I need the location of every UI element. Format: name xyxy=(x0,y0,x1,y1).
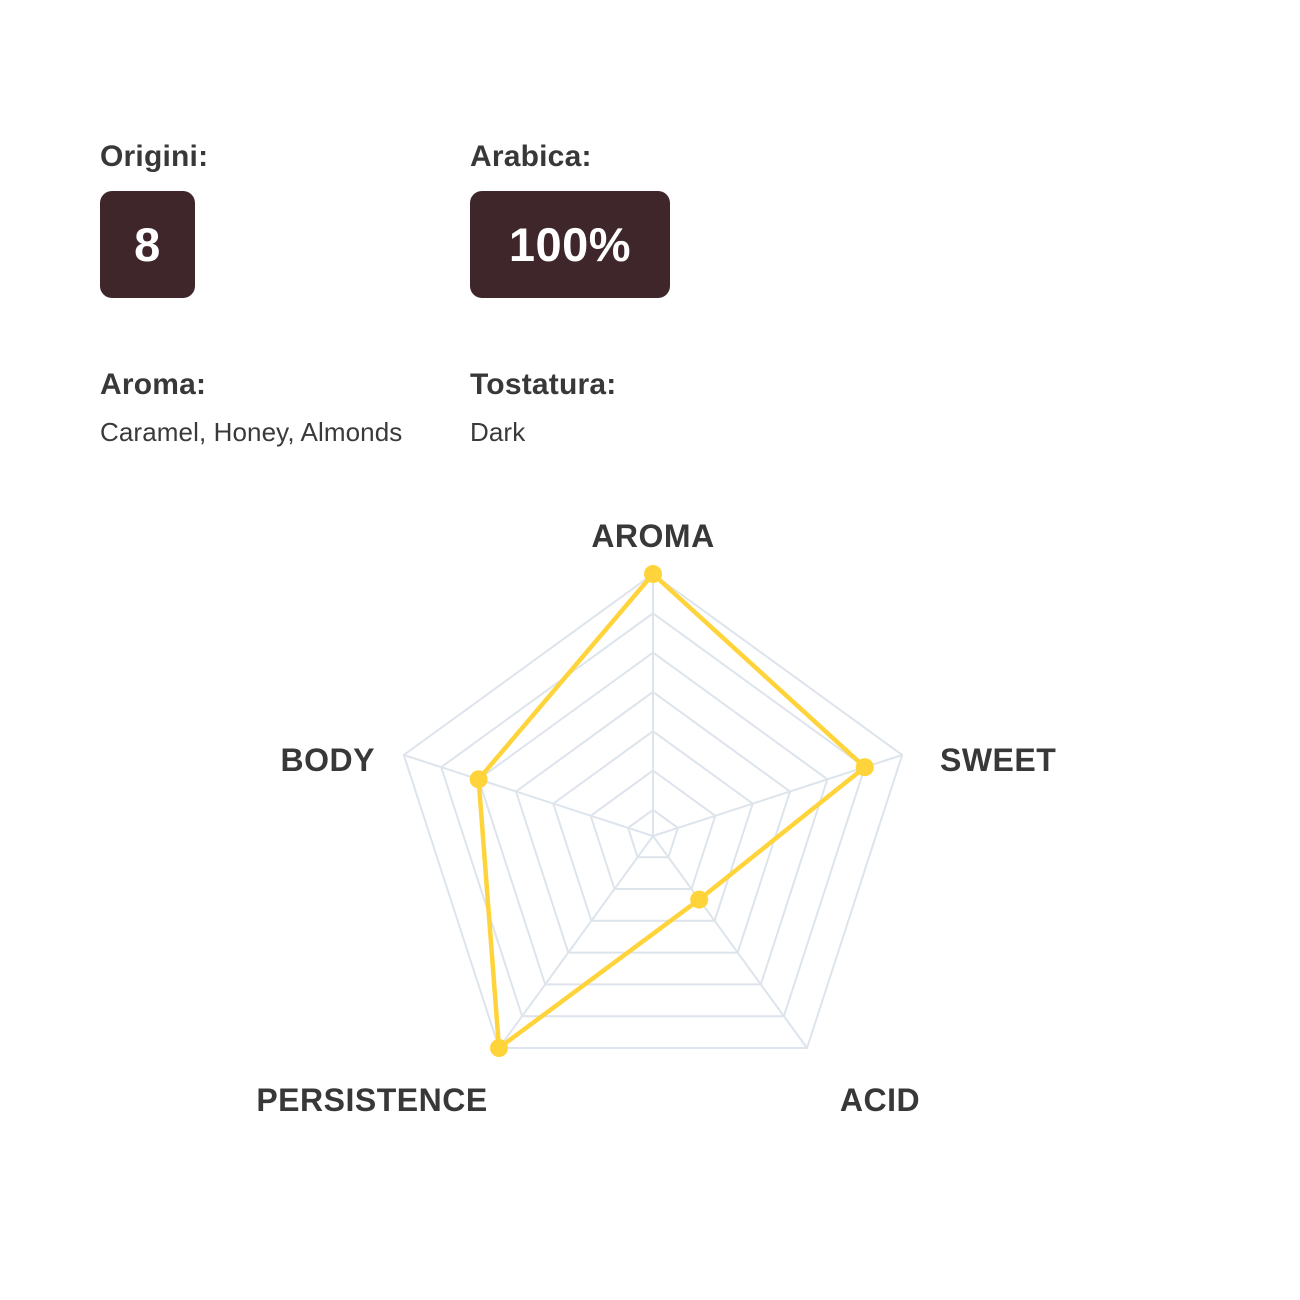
origini-label: Origini: xyxy=(100,140,209,173)
aroma-value: Caramel, Honey, Almonds xyxy=(100,417,403,447)
radar-axis-spoke xyxy=(652,835,808,1049)
aroma-label: Aroma: xyxy=(100,368,207,401)
arabica-badge: 100% xyxy=(470,191,670,298)
tostatura-label: Tostatura: xyxy=(470,368,617,401)
arabica-value: 100% xyxy=(508,218,632,271)
radar-grid-ring xyxy=(440,612,866,1018)
arabica-section: Arabica: 100% xyxy=(470,141,670,298)
radar-axis-spoke xyxy=(403,754,654,837)
radar-grid-ring xyxy=(514,690,792,954)
radar-grid-ring xyxy=(477,651,829,986)
aroma-section: Aroma: Caramel, Honey, Almonds xyxy=(100,368,403,448)
arabica-label: Arabica: xyxy=(470,140,592,173)
radar-grid-ring xyxy=(552,729,754,922)
radar-data-point-persistence xyxy=(490,1039,508,1057)
origini-value: 8 xyxy=(134,218,161,271)
radar-label-acid: ACID xyxy=(839,1082,921,1118)
radar-axis-spoke xyxy=(498,835,654,1049)
radar-data-point-body xyxy=(469,770,488,789)
radar-label-persistence: PERSISTENCE xyxy=(256,1082,488,1118)
tostatura-value: Dark xyxy=(470,417,526,447)
radar-data-polygon xyxy=(476,571,868,1051)
origini-section: Origini: 8 xyxy=(100,141,208,298)
radar-data-point-aroma xyxy=(644,565,662,583)
radar-label-sweet: SWEET xyxy=(940,742,1057,778)
radar-grid-ring xyxy=(402,572,904,1049)
radar-label-body: BODY xyxy=(280,742,375,778)
radar-data-point-sweet xyxy=(855,758,874,777)
radar-grid-ring xyxy=(626,808,680,859)
tostatura-section: Tostatura: Dark xyxy=(470,368,617,448)
radar-data-point-acid xyxy=(690,890,709,909)
origini-badge: 8 xyxy=(100,191,195,298)
radar-label-aroma: AROMA xyxy=(591,518,715,554)
radar-grid-ring xyxy=(589,769,717,890)
